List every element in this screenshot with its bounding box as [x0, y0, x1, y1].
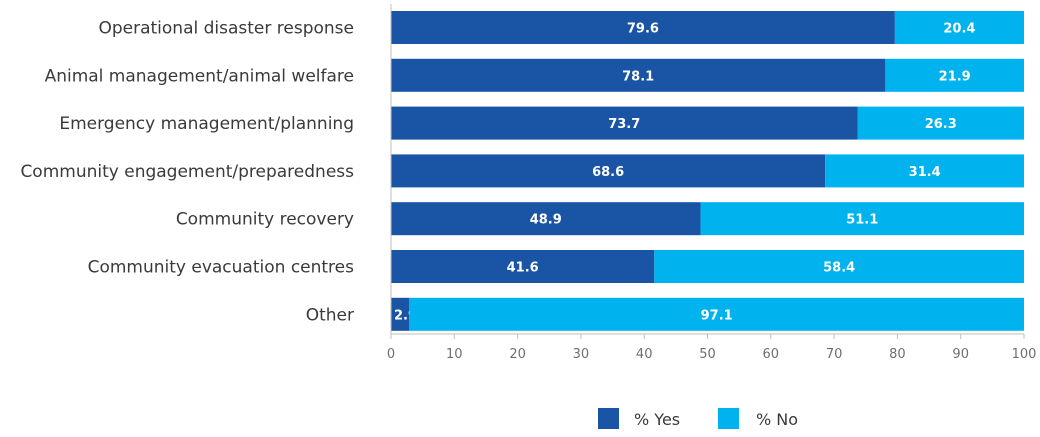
bar-yes-community-evacuation-centres [391, 250, 655, 283]
bar-no-emergency-management-planning [857, 106, 1024, 140]
legend-label-no: % No [756, 410, 798, 429]
data-label-no-animal-management-animal-welfare: 21.9 [939, 69, 971, 84]
x-tick-label-90: 90 [952, 347, 969, 362]
data-label-no-community-engagement-preparedness: 31.4 [909, 165, 941, 180]
x-tick-label-80: 80 [889, 347, 906, 362]
bar-yes-operational-disaster-response [391, 11, 895, 44]
x-axis: 0 10 20 30 40 50 60 70 80 90 100 [387, 4, 1037, 362]
bar-no-community-evacuation-centres [654, 250, 1024, 283]
bar-no-operational-disaster-response [894, 11, 1024, 44]
x-tick-label-0: 0 [387, 347, 395, 362]
bar-yes-emergency-management-planning [391, 106, 858, 140]
category-label-animal-management-animal-welfare: Animal management/animal welfare [45, 66, 354, 86]
legend: % Yes % No [598, 408, 798, 429]
x-tick-label-30: 30 [573, 347, 590, 362]
legend-label-yes: % Yes [634, 410, 680, 429]
bar-no-community-engagement-preparedness [825, 154, 1024, 188]
bar-no-community-recovery [700, 202, 1024, 236]
data-label-no-emergency-management-planning: 26.3 [925, 117, 957, 132]
category-label-community-recovery: Community recovery [176, 210, 354, 230]
bar-yes-animal-management-animal-welfare [391, 58, 886, 92]
bar-yes-community-recovery [391, 202, 701, 236]
x-tick-label-60: 60 [763, 347, 780, 362]
x-tick-label-40: 40 [636, 347, 653, 362]
category-label-operational-disaster-response: Operational disaster response [98, 19, 354, 39]
x-tick-label-10: 10 [446, 347, 463, 362]
bars-layer: 79.6 20.4 78.1 21.9 73.7 26.3 68.6 31.4 48.9 51.1… [391, 11, 1024, 331]
bar-yes-other [391, 297, 410, 331]
data-label-no-other: 97.1 [701, 308, 733, 323]
x-tick-label-20: 20 [509, 347, 526, 362]
data-label-yes-operational-disaster-response: 79.6 [627, 22, 659, 37]
data-label-yes-community-engagement-preparedness: 68.6 [592, 165, 624, 180]
x-tick-label-70: 70 [826, 347, 843, 362]
category-label-other: Other [306, 305, 354, 325]
category-label-emergency-management-planning: Emergency management/planning [59, 114, 354, 134]
category-label-community-engagement-preparedness: Community engagement/preparedness [20, 162, 354, 182]
legend-swatch-yes [598, 408, 619, 429]
data-label-no-operational-disaster-response: 20.4 [943, 22, 975, 37]
data-label-no-community-recovery: 51.1 [846, 213, 878, 228]
x-tick-label-100: 100 [1012, 347, 1037, 362]
data-label-yes-community-recovery: 48.9 [530, 213, 562, 228]
data-label-yes-animal-management-animal-welfare: 78.1 [622, 69, 654, 84]
category-labels: Operational disaster response Animal mana… [20, 19, 354, 326]
data-label-yes-emergency-management-planning: 73.7 [608, 117, 640, 132]
bar-no-animal-management-animal-welfare [885, 58, 1024, 92]
bar-no-other [409, 297, 1024, 331]
data-label-yes-community-evacuation-centres: 41.6 [507, 261, 539, 276]
category-label-community-evacuation-centres: Community evacuation centres [88, 258, 355, 278]
legend-swatch-no [718, 408, 739, 429]
data-label-no-community-evacuation-centres: 58.4 [823, 261, 855, 276]
bar-yes-community-engagement-preparedness [391, 154, 826, 188]
x-tick-label-50: 50 [699, 347, 716, 362]
